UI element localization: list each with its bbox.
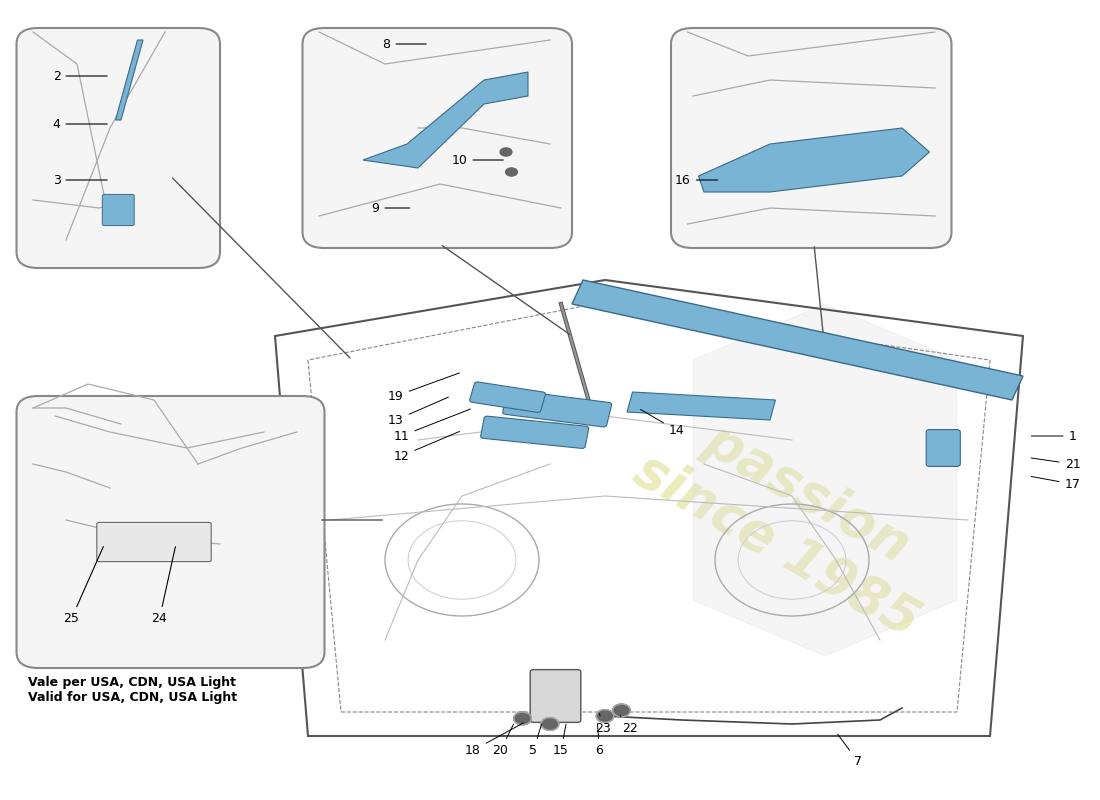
Text: 11: 11 xyxy=(394,409,471,442)
FancyBboxPatch shape xyxy=(470,382,546,413)
Text: 12: 12 xyxy=(394,431,460,462)
Text: 7: 7 xyxy=(838,734,862,768)
Polygon shape xyxy=(363,72,528,168)
Text: 15: 15 xyxy=(553,724,569,757)
Text: passion
since 1985: passion since 1985 xyxy=(626,391,958,649)
Polygon shape xyxy=(698,128,930,192)
FancyBboxPatch shape xyxy=(926,430,960,466)
Text: Vale per USA, CDN, USA Light
Valid for USA, CDN, USA Light: Vale per USA, CDN, USA Light Valid for U… xyxy=(28,676,236,704)
Text: 4: 4 xyxy=(53,118,107,130)
Circle shape xyxy=(541,718,559,730)
FancyBboxPatch shape xyxy=(97,522,211,562)
Text: 8: 8 xyxy=(383,38,426,50)
FancyBboxPatch shape xyxy=(503,390,612,427)
FancyBboxPatch shape xyxy=(671,28,952,248)
Text: 18: 18 xyxy=(465,723,524,757)
FancyBboxPatch shape xyxy=(481,416,588,449)
Circle shape xyxy=(505,167,518,177)
Circle shape xyxy=(613,704,630,717)
Polygon shape xyxy=(116,40,143,120)
Text: 16: 16 xyxy=(675,174,717,186)
Text: 22: 22 xyxy=(620,716,638,734)
FancyBboxPatch shape xyxy=(102,194,134,226)
Circle shape xyxy=(514,712,531,725)
Text: 13: 13 xyxy=(388,397,449,426)
Text: 19: 19 xyxy=(388,373,460,402)
Text: 5: 5 xyxy=(529,724,541,757)
Polygon shape xyxy=(572,280,1023,400)
Text: 2: 2 xyxy=(53,70,107,82)
FancyBboxPatch shape xyxy=(16,396,324,668)
Text: 9: 9 xyxy=(372,202,409,214)
Polygon shape xyxy=(693,304,957,656)
Text: 6: 6 xyxy=(595,724,604,757)
Circle shape xyxy=(499,147,513,157)
Text: 17: 17 xyxy=(1031,477,1080,490)
Text: 10: 10 xyxy=(452,154,503,166)
Text: 14: 14 xyxy=(640,410,684,437)
Text: 20: 20 xyxy=(493,724,514,757)
FancyBboxPatch shape xyxy=(530,670,581,722)
FancyBboxPatch shape xyxy=(302,28,572,248)
Circle shape xyxy=(596,710,614,722)
Polygon shape xyxy=(627,392,776,420)
Text: 25: 25 xyxy=(64,546,103,625)
Text: 24: 24 xyxy=(152,546,175,625)
Text: 21: 21 xyxy=(1031,458,1080,470)
Text: 1: 1 xyxy=(1032,430,1077,442)
Text: 23: 23 xyxy=(595,714,610,734)
FancyBboxPatch shape xyxy=(16,28,220,268)
Text: 3: 3 xyxy=(53,174,107,186)
